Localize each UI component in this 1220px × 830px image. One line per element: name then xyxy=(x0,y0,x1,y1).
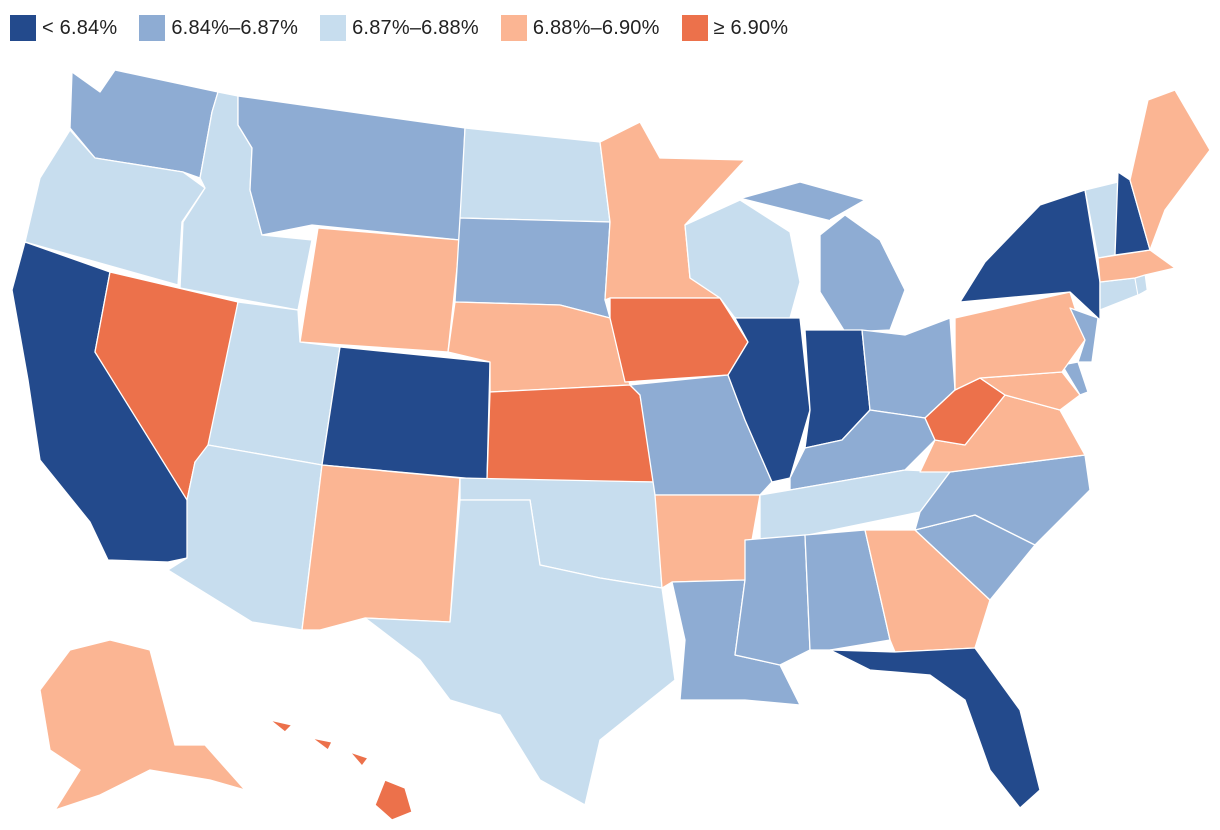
state-HI[interactable] xyxy=(269,719,413,821)
state-DE[interactable] xyxy=(1061,361,1089,396)
legend-item-6-90-and-above: ≥ 6.90% xyxy=(681,15,789,41)
state-NJ[interactable] xyxy=(1069,307,1099,363)
legend: < 6.84% 6.84%–6.87% 6.87%–6.88% 6.88%–6.… xyxy=(10,12,810,44)
legend-swatch xyxy=(681,15,708,41)
legend-swatch xyxy=(139,15,166,41)
legend-item-6-84-to-6-87: 6.84%–6.87% xyxy=(139,15,298,41)
state-NY[interactable] xyxy=(959,189,1101,321)
state-AR[interactable] xyxy=(654,494,761,589)
state-AK[interactable] xyxy=(39,639,246,811)
legend-item-6-88-to-6-90: 6.88%–6.90% xyxy=(500,15,660,41)
legend-swatch xyxy=(320,15,347,41)
state-MI[interactable] xyxy=(741,181,906,333)
state-NM[interactable] xyxy=(301,464,461,631)
state-ME[interactable] xyxy=(1129,89,1211,251)
legend-swatch xyxy=(10,15,36,41)
legend-item-6-87-to-6-88: 6.87%–6.88% xyxy=(320,15,479,41)
state-WY[interactable] xyxy=(299,227,461,353)
legend-swatch xyxy=(500,15,527,41)
state-AL[interactable] xyxy=(804,529,891,651)
legend-item-below-6-84: < 6.84% xyxy=(10,15,117,41)
state-MT[interactable] xyxy=(237,95,466,241)
state-TX[interactable] xyxy=(364,499,676,806)
state-CT[interactable] xyxy=(1099,277,1139,311)
state-CO[interactable] xyxy=(321,346,491,481)
state-MS[interactable] xyxy=(734,534,811,666)
state-OR[interactable] xyxy=(24,129,206,286)
state-KS[interactable] xyxy=(486,384,656,483)
state-ND[interactable] xyxy=(459,127,611,223)
state-IA[interactable] xyxy=(609,297,749,383)
legend-label: < 6.84% xyxy=(42,16,118,39)
state-PA[interactable] xyxy=(954,291,1086,391)
state-IL[interactable] xyxy=(727,317,811,483)
legend-label: 6.88%–6.90% xyxy=(532,16,660,39)
state-FL[interactable] xyxy=(829,647,1041,809)
legend-label: ≥ 6.90% xyxy=(713,16,789,39)
legend-label: 6.84%–6.87% xyxy=(171,16,299,39)
legend-label: 6.87%–6.88% xyxy=(352,16,479,39)
